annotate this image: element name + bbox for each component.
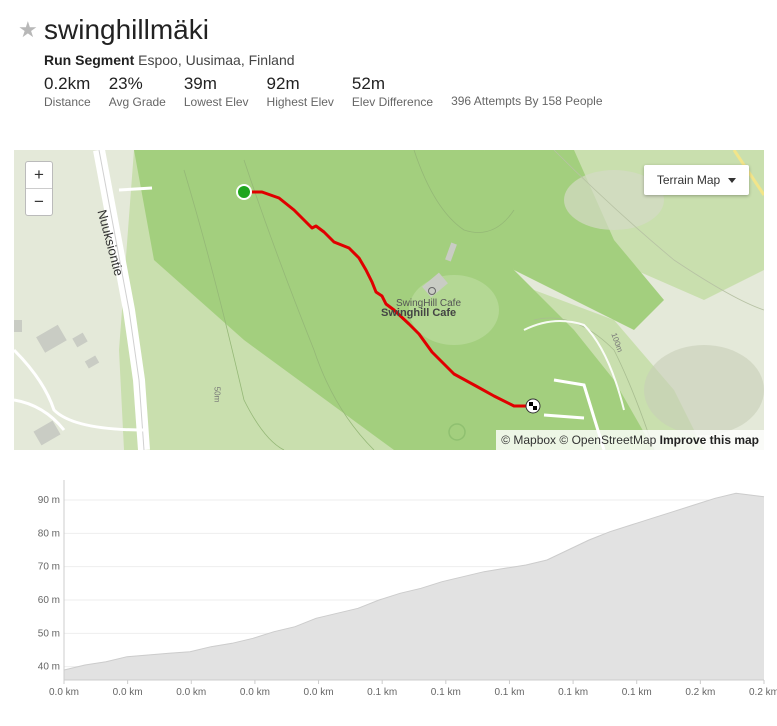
contour-line [533, 317, 655, 450]
y-tick-label: 60 m [38, 595, 60, 606]
map-feature [448, 423, 466, 441]
stat-label: Highest Elev [266, 95, 334, 109]
terrain-map-label: Terrain Map [656, 173, 721, 187]
stat-elev-difference: 52m Elev Difference [352, 74, 433, 109]
contour-line [183, 169, 285, 450]
elevation-area [64, 493, 764, 680]
segment-type: Run Segment [44, 52, 135, 68]
x-tick-label: 0.0 km [304, 687, 334, 698]
stats-bar: 0.2km Distance 23% Avg Grade 39m Lowest … [44, 74, 603, 109]
stat-value: 23% [108, 74, 143, 93]
y-tick-label: 80 m [38, 528, 60, 539]
segment-map[interactable]: Nuuksiontie SwingHill Cafe Swinghill Caf… [14, 150, 764, 450]
star-icon[interactable]: ★ [18, 17, 38, 42]
trail [523, 320, 625, 411]
minor-road [14, 348, 145, 432]
map-canvas[interactable] [14, 150, 764, 450]
zoom-out-button[interactable]: − [26, 188, 52, 215]
x-tick-label: 0.1 km [558, 687, 588, 698]
x-tick-label: 0.2 km [749, 687, 777, 698]
x-tick-label: 0.0 km [113, 687, 143, 698]
elevation-chart-svg[interactable]: 40 m 50 m 60 m 70 m 80 m 90 m 0.0 km 0.0 km 0.0 … [0, 480, 777, 721]
minor-road [543, 413, 585, 420]
segment-route[interactable] [244, 190, 532, 408]
page-title: swinghillmäki [44, 14, 209, 45]
contour-line [553, 150, 764, 311]
poi-label-small: SwingHill Cafe [396, 298, 462, 309]
stat-value: 52m [351, 74, 385, 93]
map-attribution: © Mapbox © OpenStreetMap Improve this ma… [496, 430, 764, 450]
terrain-map-dropdown[interactable]: Terrain Map [644, 165, 749, 195]
finish-flag-icon[interactable] [525, 398, 541, 414]
building [33, 420, 61, 446]
x-tick-label: 0.1 km [431, 687, 461, 698]
x-tick-label: 0.1 km [622, 687, 652, 698]
y-tick-label: 50 m [38, 628, 60, 639]
minor-road [14, 398, 66, 431]
caret-down-icon [728, 177, 737, 183]
minor-road [732, 150, 764, 196]
building [36, 324, 67, 353]
x-tick-label: 0.1 km [367, 687, 397, 698]
hillshade [644, 345, 764, 435]
green-park-area-east [484, 150, 664, 330]
start-marker[interactable] [236, 184, 252, 200]
segment-location: Espoo, Uusimaa, Finland [138, 52, 295, 68]
x-tick-label: 0.2 km [685, 687, 715, 698]
elevation-chart[interactable]: 40 m 50 m 60 m 70 m 80 m 90 m 0.0 km 0.0 km 0.0 … [0, 480, 777, 721]
contour-line [243, 159, 375, 450]
green-park-area [134, 150, 654, 450]
stat-value: 0.2km [44, 74, 91, 93]
minor-road [118, 186, 153, 192]
building [14, 320, 22, 332]
building [84, 355, 100, 369]
stat-value: 39m [183, 74, 217, 93]
zoom-control: + − [25, 161, 53, 216]
y-tick-label: 40 m [38, 662, 60, 673]
building [72, 332, 88, 348]
stat-label: Distance [44, 95, 91, 109]
poi-label-bold: Swinghill Cafe [381, 307, 457, 319]
stat-label: Lowest Elev [183, 95, 249, 109]
cafe-poi-icon[interactable] [428, 287, 436, 295]
x-tick-label: 0.0 km [240, 687, 270, 698]
stat-label: Elev Difference [351, 95, 434, 109]
y-tick-label: 70 m [38, 562, 60, 573]
stat-lowest-elev: 39m Lowest Elev [184, 74, 249, 109]
contour-line [413, 150, 515, 233]
attempts-count: 396 Attempts By 158 People [451, 94, 603, 108]
road-edge [98, 150, 145, 450]
hillshade [564, 170, 664, 230]
y-tick-label: 90 m [38, 495, 60, 506]
x-tick-label: 0.0 km [176, 687, 206, 698]
segment-header: ★ swinghillmäki Run Segment Espoo, Uusim… [18, 12, 295, 68]
stat-distance: 0.2km Distance [44, 74, 91, 109]
x-tick-label: 0.1 km [494, 687, 524, 698]
improve-map-link[interactable]: Improve this map [659, 433, 759, 447]
stat-highest-elev: 92m Highest Elev [267, 74, 334, 109]
stat-avg-grade: 23% Avg Grade [109, 74, 166, 109]
stat-label: Avg Grade [108, 95, 166, 109]
elevation-line [63, 492, 765, 671]
x-tick-label: 0.0 km [49, 687, 79, 698]
segment-subtitle: Run Segment Espoo, Uusimaa, Finland [44, 52, 295, 68]
contour-label: 50m [212, 386, 222, 403]
attribution-mapbox-link[interactable]: © Mapbox [501, 433, 557, 447]
minor-road [553, 378, 606, 450]
building [445, 242, 457, 262]
stat-value: 92m [266, 74, 300, 93]
zoom-in-button[interactable]: + [34, 165, 44, 184]
attribution-osm-link[interactable]: © OpenStreetMap [559, 433, 657, 447]
